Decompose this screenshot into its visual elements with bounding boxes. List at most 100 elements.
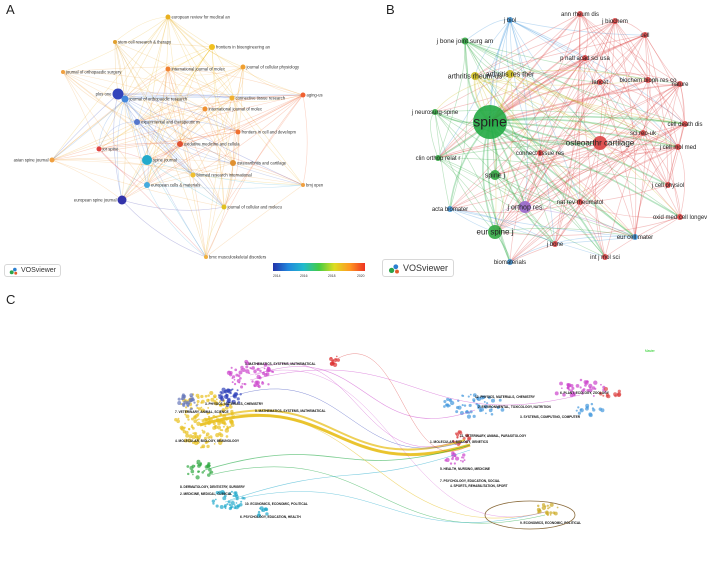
- journal-dot: [259, 369, 262, 373]
- journal-node[interactable]: [665, 182, 671, 188]
- journal-dot: [244, 382, 247, 386]
- vosviewer-badge-b[interactable]: VOSviewer: [382, 259, 455, 277]
- discipline-label-cited: 4. SPORTS, REHABILITATION, SPORT: [450, 484, 508, 488]
- journal-node[interactable]: [582, 55, 588, 61]
- network-link: [474, 13, 581, 77]
- journal-node[interactable]: [204, 255, 208, 259]
- network-link: [434, 109, 686, 125]
- network-link: [509, 19, 556, 245]
- journal-dot: [241, 383, 244, 385]
- network-link: [494, 142, 601, 176]
- journal-dot: [462, 456, 465, 459]
- journal-dot: [229, 391, 232, 395]
- journal-dot: [183, 402, 186, 405]
- journal-node[interactable]: [142, 155, 152, 165]
- discipline-label-citing: 8. DERMATOLOGY, DENTISTRY, SURGERY: [180, 485, 246, 489]
- journal-node[interactable]: [677, 81, 683, 87]
- network-link: [121, 68, 169, 201]
- journal-node[interactable]: [645, 77, 651, 83]
- network-link: [554, 132, 644, 245]
- journal-node[interactable]: [602, 254, 608, 260]
- journal-node[interactable]: [682, 121, 688, 127]
- network-link: [62, 71, 225, 208]
- journal-node[interactable]: [221, 204, 227, 210]
- journal-dot: [604, 390, 607, 393]
- journal-node[interactable]: [301, 183, 305, 187]
- network-link: [539, 152, 636, 238]
- vosviewer-logo-icon: [9, 267, 18, 275]
- network-link: [437, 143, 679, 159]
- journal-node[interactable]: [488, 225, 502, 239]
- journal-node[interactable]: [677, 214, 683, 220]
- journal-node[interactable]: [506, 70, 514, 78]
- journal-node[interactable]: [675, 144, 681, 150]
- journal-dot: [548, 506, 551, 509]
- journal-dot: [238, 370, 243, 375]
- journal-dot: [224, 507, 227, 510]
- journal-node[interactable]: [612, 18, 618, 24]
- journal-node[interactable]: [519, 201, 531, 213]
- journal-node[interactable]: [121, 95, 129, 103]
- network-link: [124, 98, 194, 176]
- journal-node[interactable]: [640, 130, 646, 136]
- journal-node[interactable]: [432, 109, 438, 115]
- journal-node[interactable]: [507, 259, 513, 265]
- journal-dot: [259, 506, 264, 511]
- journal-node[interactable]: [632, 234, 638, 240]
- journal-node[interactable]: [240, 64, 246, 70]
- journal-dot: [228, 425, 232, 429]
- journal-node[interactable]: [447, 206, 453, 212]
- journal-node[interactable]: [471, 72, 479, 80]
- network-link: [51, 66, 244, 161]
- journal-node[interactable]: [134, 119, 140, 125]
- network-link: [136, 121, 194, 176]
- journal-dot: [472, 414, 476, 418]
- journal-node[interactable]: [507, 17, 513, 23]
- journal-label: bmj open: [306, 183, 324, 188]
- journal-dot: [220, 391, 224, 395]
- network-link: [51, 159, 225, 208]
- journal-node[interactable]: [642, 32, 648, 38]
- journal-dot: [589, 386, 592, 389]
- journal-node[interactable]: [577, 11, 583, 17]
- journal-dot: [217, 425, 222, 430]
- vosviewer-badge-a[interactable]: VOSviewer: [4, 264, 62, 277]
- journal-node[interactable]: [165, 66, 171, 72]
- network-link: [474, 19, 511, 77]
- journal-node[interactable]: [577, 199, 583, 205]
- journal-dot: [536, 504, 540, 508]
- journal-node[interactable]: [61, 70, 65, 74]
- network-link: [146, 108, 206, 161]
- network-link: [204, 108, 225, 208]
- journal-node[interactable]: [537, 150, 543, 156]
- network-link: [579, 201, 636, 238]
- journal-node[interactable]: [165, 14, 171, 20]
- network-link: [51, 98, 126, 161]
- network-link: [667, 123, 686, 186]
- journal-node[interactable]: [117, 195, 127, 205]
- journal-node[interactable]: [435, 155, 441, 161]
- journal-node[interactable]: [202, 106, 208, 112]
- journal-node[interactable]: [144, 182, 150, 188]
- journal-node[interactable]: [235, 129, 241, 135]
- journal-dot: [195, 475, 200, 480]
- journal-node[interactable]: [209, 44, 215, 50]
- journal-node[interactable]: [552, 241, 558, 247]
- journal-node[interactable]: [190, 172, 196, 178]
- journal-node[interactable]: [461, 37, 469, 45]
- journal-node[interactable]: [300, 92, 306, 98]
- network-link: [524, 123, 686, 208]
- journal-node[interactable]: [473, 105, 507, 139]
- journal-node[interactable]: [113, 40, 117, 44]
- journal-node[interactable]: [593, 136, 607, 150]
- network-link: [434, 73, 511, 113]
- journal-node[interactable]: [112, 88, 124, 100]
- journal-node[interactable]: [49, 157, 55, 163]
- journal-node[interactable]: [177, 141, 183, 147]
- journal-node[interactable]: [490, 170, 500, 180]
- journal-node[interactable]: [230, 160, 236, 166]
- journal-node[interactable]: [96, 146, 102, 152]
- journal-node[interactable]: [597, 79, 603, 85]
- network-link: [211, 46, 234, 164]
- journal-node[interactable]: [229, 95, 235, 101]
